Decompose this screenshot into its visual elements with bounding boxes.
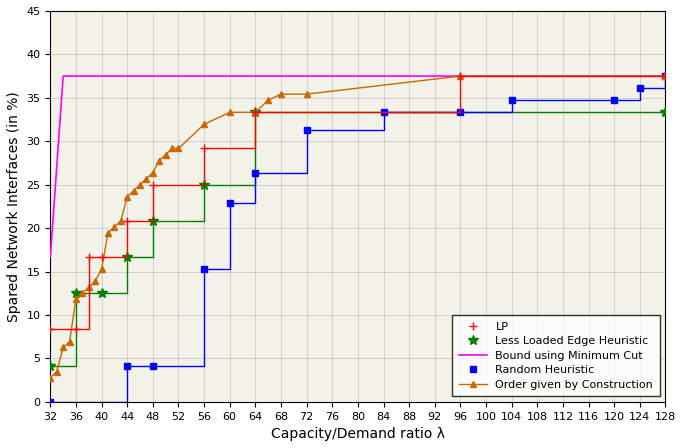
LP: [251, 110, 260, 115]
Line: Random Heuristic: Random Heuristic: [48, 73, 668, 405]
LP: [149, 182, 157, 187]
Order given by Construction: [53, 369, 61, 375]
Order given by Construction: [303, 91, 311, 97]
Less Loaded Edge Heuristic: [200, 182, 208, 187]
Order given by Construction: [79, 290, 87, 296]
Bound using Minimum Cut: [111, 73, 119, 79]
Order given by Construction: [142, 176, 150, 181]
Random Heuristic: [251, 170, 260, 175]
Order given by Construction: [85, 284, 93, 290]
LP: [85, 254, 93, 260]
Order given by Construction: [251, 110, 260, 115]
Random Heuristic: [123, 363, 131, 368]
Less Loaded Edge Heuristic: [251, 110, 260, 115]
X-axis label: Capacity/Demand ratio λ: Capacity/Demand ratio λ: [271, 427, 445, 441]
Order given by Construction: [46, 375, 55, 380]
Less Loaded Edge Heuristic: [72, 290, 80, 296]
Random Heuristic: [456, 110, 464, 115]
Order given by Construction: [59, 345, 67, 350]
Line: LP: LP: [46, 72, 669, 334]
Less Loaded Edge Heuristic: [661, 110, 669, 115]
Random Heuristic: [507, 98, 516, 103]
LP: [98, 254, 106, 260]
Order given by Construction: [111, 224, 119, 229]
Order given by Construction: [72, 297, 80, 302]
Random Heuristic: [303, 128, 311, 133]
Order given by Construction: [168, 146, 176, 151]
Random Heuristic: [380, 110, 388, 115]
LP: [456, 73, 464, 79]
Order given by Construction: [155, 158, 163, 163]
Less Loaded Edge Heuristic: [46, 363, 55, 368]
Bound using Minimum Cut: [59, 73, 67, 79]
Bound using Minimum Cut: [46, 254, 55, 260]
Random Heuristic: [636, 86, 644, 91]
Order given by Construction: [104, 230, 112, 236]
LP: [72, 327, 80, 332]
LP: [46, 327, 55, 332]
Line: Order given by Construction: Order given by Construction: [47, 73, 669, 381]
Order given by Construction: [149, 170, 157, 175]
Order given by Construction: [456, 73, 464, 79]
Order given by Construction: [66, 339, 74, 344]
Order given by Construction: [91, 279, 99, 284]
Order given by Construction: [136, 182, 144, 187]
Order given by Construction: [123, 194, 131, 199]
Random Heuristic: [46, 399, 55, 405]
Random Heuristic: [661, 73, 669, 79]
Line: Less Loaded Edge Heuristic: Less Loaded Edge Heuristic: [46, 108, 670, 370]
Order given by Construction: [162, 152, 170, 157]
Order given by Construction: [264, 98, 273, 103]
Less Loaded Edge Heuristic: [123, 254, 131, 260]
LP: [123, 218, 131, 224]
Order given by Construction: [117, 218, 125, 224]
Order given by Construction: [661, 73, 669, 79]
Order given by Construction: [174, 146, 182, 151]
Random Heuristic: [225, 200, 234, 205]
LP: [661, 73, 669, 79]
Less Loaded Edge Heuristic: [149, 218, 157, 224]
Random Heuristic: [610, 98, 618, 103]
Order given by Construction: [98, 267, 106, 272]
Order given by Construction: [225, 110, 234, 115]
Random Heuristic: [149, 363, 157, 368]
Y-axis label: Spared Network Interfaces (in %): Spared Network Interfaces (in %): [7, 91, 21, 322]
Line: Bound using Minimum Cut: Bound using Minimum Cut: [51, 76, 665, 257]
Random Heuristic: [200, 267, 208, 272]
LP: [200, 146, 208, 151]
Order given by Construction: [200, 122, 208, 127]
Less Loaded Edge Heuristic: [98, 290, 106, 296]
Legend: LP, Less Loaded Edge Heuristic, Bound using Minimum Cut, Random Heuristic, Order: LP, Less Loaded Edge Heuristic, Bound us…: [452, 315, 660, 396]
Order given by Construction: [277, 91, 285, 97]
Bound using Minimum Cut: [661, 73, 669, 79]
Order given by Construction: [130, 188, 138, 194]
